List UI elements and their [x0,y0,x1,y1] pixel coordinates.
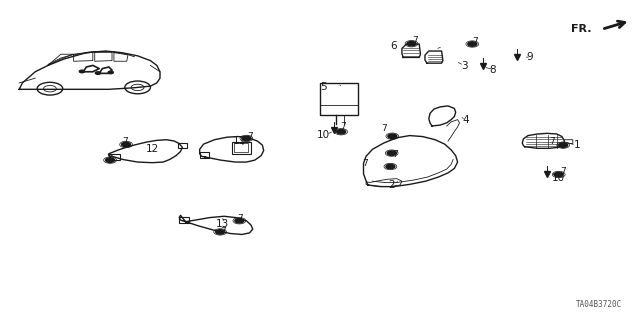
Circle shape [388,134,397,138]
Circle shape [468,42,477,46]
Text: 1: 1 [574,140,580,150]
Text: 7: 7 [106,154,111,163]
Text: 7: 7 [392,150,397,159]
Circle shape [407,41,416,46]
Text: 10: 10 [552,173,564,183]
Text: 7: 7 [237,214,243,223]
Text: 7: 7 [550,137,555,146]
Bar [234,143,248,152]
Text: 7: 7 [412,36,417,45]
Text: 3: 3 [461,61,467,71]
Text: 7: 7 [381,124,387,133]
Circle shape [79,70,84,73]
Bar [200,152,209,158]
Text: 2: 2 [388,180,395,190]
Circle shape [387,151,396,155]
Circle shape [559,143,568,147]
Text: 11: 11 [233,136,246,146]
Text: 7: 7 [247,132,252,141]
Circle shape [386,164,395,169]
Text: TA04B3720C: TA04B3720C [576,300,622,309]
Bar [109,154,120,160]
Text: FR.: FR. [572,24,592,34]
Bar [179,217,189,223]
Circle shape [216,230,225,234]
Text: 7: 7 [473,37,478,46]
Circle shape [95,72,100,74]
Text: 7: 7 [340,122,346,131]
Text: 13: 13 [216,219,229,229]
Circle shape [106,158,115,162]
Text: 6: 6 [390,41,397,51]
Text: 7: 7 [220,227,225,236]
Circle shape [122,142,131,147]
Circle shape [242,136,251,141]
Text: 10: 10 [317,130,330,140]
Circle shape [235,219,244,223]
Text: 8: 8 [490,65,496,75]
Bar [178,143,187,148]
Circle shape [108,71,113,74]
Text: 4: 4 [463,115,469,125]
Text: 7: 7 [561,167,566,176]
Text: 7: 7 [123,137,128,146]
Text: 12: 12 [146,144,159,154]
Circle shape [554,172,563,177]
Bar [232,142,251,154]
Text: 5: 5 [320,82,326,92]
Bar [320,83,358,115]
Text: 9: 9 [527,52,533,62]
Text: 7: 7 [362,159,367,168]
Circle shape [337,130,346,134]
